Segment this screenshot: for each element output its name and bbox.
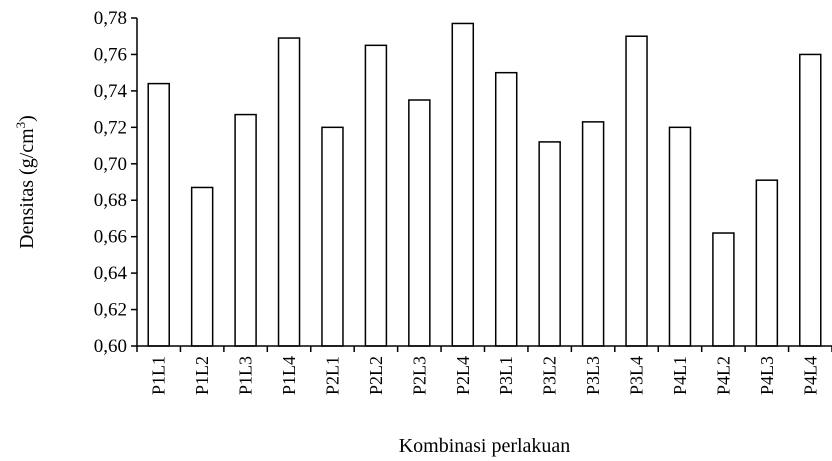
x-tick-label-P1L3: P1L3	[236, 356, 256, 395]
bar-P4L1	[668, 126, 692, 347]
y-tick-label: 0,72	[94, 117, 127, 138]
y-tick-label: 0,76	[94, 44, 127, 65]
y-axis-title-superscript: 3	[13, 122, 28, 129]
y-tick-label: 0,60	[94, 336, 127, 357]
bar-P1L2	[190, 186, 214, 347]
bar-P3L4	[625, 35, 648, 347]
x-tick-label-P1L4: P1L4	[279, 356, 299, 395]
y-tick-label: 0,64	[94, 263, 128, 284]
bar-P3L3	[581, 121, 605, 347]
x-tick-label-P3L3: P3L3	[583, 356, 603, 395]
y-ticks-group: 0,60 0,62 0,64 0,66 0,68 0,70 0,72 0,74 0,76 0,78	[94, 8, 137, 357]
x-tick-label-P1L1: P1L1	[149, 356, 169, 395]
bar-P1L1	[147, 82, 170, 347]
y-axis-title-close: )	[16, 115, 38, 122]
bar-P3L2	[538, 141, 561, 347]
y-tick-label: 0,74	[94, 81, 128, 102]
bar-P2L3	[408, 99, 431, 347]
y-axis-title-main: Densitas (g/cm	[16, 128, 38, 249]
x-tick-label-P2L1: P2L1	[322, 356, 342, 395]
x-tick-label-P2L2: P2L2	[366, 356, 386, 395]
x-tick-label-P2L3: P2L3	[409, 356, 429, 395]
bar-P3L1	[494, 71, 518, 347]
y-axis-title: Densitas (g/cm3)	[13, 115, 38, 249]
y-tick-label: 0,68	[94, 190, 127, 211]
x-tick-label-P1L2: P1L2	[192, 356, 212, 395]
x-tick-label-P3L2: P3L2	[540, 356, 560, 395]
bar-P1L4	[277, 37, 301, 347]
x-ticks-group: P1L1 P1L2 P1L3 P1L4 P2L1 P2L2 P2L3 P2L4 P3L1 P3L2…	[136, 346, 832, 395]
x-tick-label-P4L4: P4L4	[800, 356, 820, 395]
bar-P1L3	[234, 113, 257, 347]
bar-P2L2	[364, 44, 388, 347]
x-tick-label-P4L1: P4L1	[670, 356, 690, 395]
y-tick-label: 0,70	[94, 154, 127, 175]
y-tick-label: 0,62	[94, 300, 127, 321]
y-tick-label: 0,78	[94, 8, 127, 29]
bar-P4L4	[799, 53, 822, 347]
x-tick-label-P3L1: P3L1	[496, 356, 516, 395]
bar-P4L2	[712, 232, 735, 347]
bars-group	[147, 22, 822, 347]
x-tick-label-P2L4: P2L4	[453, 356, 473, 395]
bar-P4L3	[755, 179, 779, 347]
y-tick-label: 0,66	[94, 227, 127, 248]
x-tick-label-P4L2: P4L2	[713, 356, 733, 395]
bar-P2L4	[451, 22, 475, 347]
bar-P2L1	[321, 126, 344, 347]
x-tick-label-P4L3: P4L3	[757, 356, 777, 395]
x-tick-label-P3L4: P3L4	[627, 356, 647, 395]
x-axis-title: Kombinasi perlakuan	[399, 435, 571, 457]
